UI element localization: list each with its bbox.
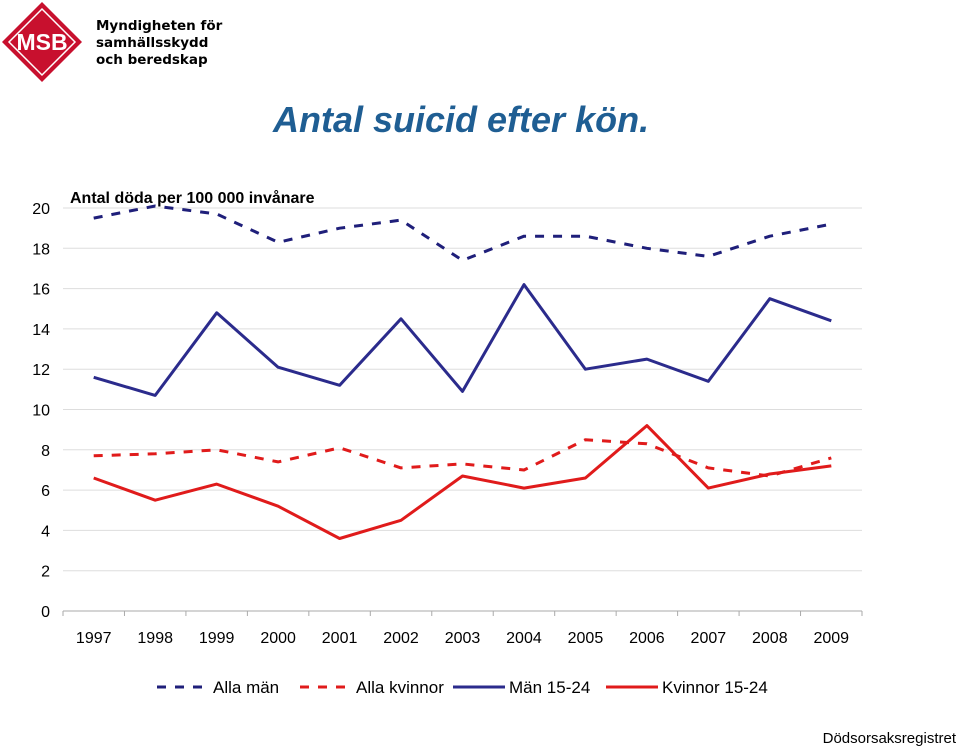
x-tick-label: 2003 bbox=[445, 630, 481, 647]
y-tick-label: 18 bbox=[32, 241, 50, 258]
x-tick-label: 2008 bbox=[752, 630, 788, 647]
series-line-alla-m-n bbox=[93, 204, 832, 262]
y-tick-label: 0 bbox=[41, 604, 50, 621]
legend-label: Alla män bbox=[213, 678, 279, 697]
y-tick-label: 12 bbox=[32, 362, 50, 379]
x-tick-label: 2002 bbox=[383, 630, 419, 647]
x-tick-label: 2001 bbox=[322, 630, 358, 647]
y-tick-label: 20 bbox=[32, 201, 50, 218]
series-line-kvinnor-15-24 bbox=[93, 424, 832, 540]
page-title: Antal suicid efter kön. bbox=[273, 99, 650, 140]
y-tick-label: 8 bbox=[41, 443, 50, 460]
x-tick-label: 2007 bbox=[691, 630, 727, 647]
msb-badge-text: MSB bbox=[16, 29, 67, 55]
x-tick-label: 2000 bbox=[260, 630, 296, 647]
legend-label: Män 15-24 bbox=[509, 678, 590, 697]
x-tick-label: 2004 bbox=[506, 630, 542, 647]
logo-line-2: samhällsskydd bbox=[96, 35, 209, 51]
y-tick-label: 4 bbox=[41, 523, 50, 540]
logo-line-3: och beredskap bbox=[96, 52, 208, 68]
y-tick-label: 2 bbox=[41, 564, 50, 581]
x-tick-label: 2005 bbox=[568, 630, 604, 647]
y-tick-label: 16 bbox=[32, 282, 50, 299]
series-line-alla-kvinnor bbox=[93, 438, 832, 478]
x-tick-label: 2006 bbox=[629, 630, 665, 647]
y-axis-label: Antal döda per 100 000 invånare bbox=[70, 189, 315, 207]
y-tick-label: 14 bbox=[32, 322, 50, 339]
x-tick-label: 1998 bbox=[137, 630, 173, 647]
legend-label: Alla kvinnor bbox=[356, 678, 444, 697]
source-note: Dödsorsaksregistret bbox=[822, 730, 956, 747]
y-tick-label: 6 bbox=[41, 483, 50, 500]
logo-line-1: Myndigheten för bbox=[96, 18, 223, 34]
y-tick-label: 10 bbox=[32, 403, 50, 420]
x-tick-label: 1999 bbox=[199, 630, 235, 647]
msb-logo-badge: MSB bbox=[2, 2, 82, 82]
x-tick-label: 1997 bbox=[76, 630, 112, 647]
x-tick-label: 2009 bbox=[813, 630, 849, 647]
msb-logo: MSB Myndigheten för samhällsskydd och be… bbox=[0, 0, 222, 86]
legend-label: Kvinnor 15-24 bbox=[662, 678, 768, 697]
series-line-m-n-15-24 bbox=[93, 283, 832, 397]
